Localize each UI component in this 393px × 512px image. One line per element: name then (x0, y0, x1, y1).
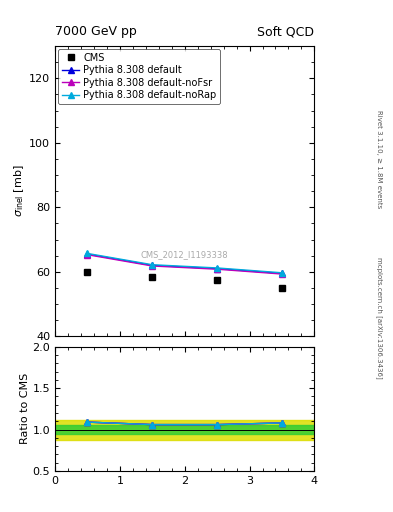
Pythia 8.308 default (150, 262, 155, 268)
Text: 7000 GeV pp: 7000 GeV pp (55, 26, 137, 38)
Line: Pythia 8.308 default: Pythia 8.308 default (84, 251, 285, 276)
Line: Pythia 8.308 default-noRap: Pythia 8.308 default-noRap (84, 251, 285, 275)
Y-axis label: $\sigma_{\mathrm{inel}}$ [mb]: $\sigma_{\mathrm{inel}}$ [mb] (13, 165, 26, 218)
Pythia 8.308 default (280, 270, 285, 276)
Legend: CMS, Pythia 8.308 default, Pythia 8.308 default-noFsr, Pythia 8.308 default-noRa: CMS, Pythia 8.308 default, Pythia 8.308 … (58, 49, 220, 104)
CMS (215, 277, 220, 283)
Text: Soft QCD: Soft QCD (257, 26, 314, 38)
Pythia 8.308 default-noRap (150, 262, 155, 268)
Text: CMS_2012_I1193338: CMS_2012_I1193338 (141, 250, 228, 260)
Pythia 8.308 default-noFsr (280, 271, 285, 277)
CMS (150, 273, 155, 280)
Pythia 8.308 default-noRap (85, 250, 90, 257)
Line: CMS: CMS (84, 268, 285, 291)
CMS (280, 285, 285, 291)
Y-axis label: Ratio to CMS: Ratio to CMS (20, 373, 29, 444)
Pythia 8.308 default-noFsr (215, 266, 220, 272)
Line: Pythia 8.308 default-noFsr: Pythia 8.308 default-noFsr (84, 252, 285, 277)
Pythia 8.308 default-noFsr (150, 263, 155, 269)
Text: Rivet 3.1.10, ≥ 1.8M events: Rivet 3.1.10, ≥ 1.8M events (376, 110, 382, 208)
Pythia 8.308 default (85, 251, 90, 257)
Pythia 8.308 default-noRap (215, 265, 220, 271)
Text: mcplots.cern.ch [arXiv:1306.3436]: mcplots.cern.ch [arXiv:1306.3436] (376, 257, 383, 378)
CMS (85, 269, 90, 275)
Pythia 8.308 default-noRap (280, 270, 285, 276)
Pythia 8.308 default-noFsr (85, 251, 90, 258)
Pythia 8.308 default (215, 266, 220, 272)
